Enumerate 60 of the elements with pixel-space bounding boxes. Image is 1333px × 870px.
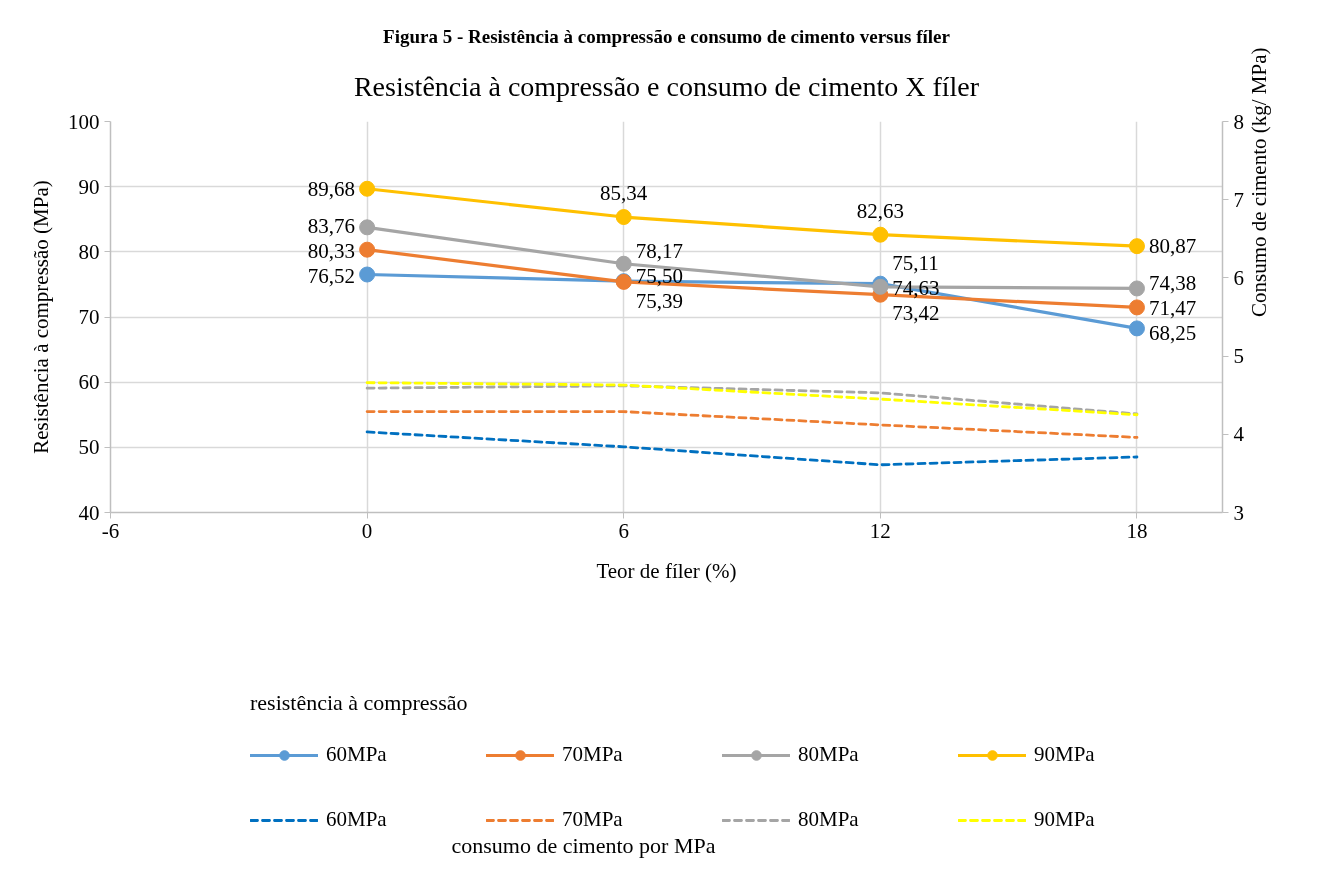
data-label: 76,52 <box>307 263 356 288</box>
data-label: 68,25 <box>1148 321 1197 346</box>
x-axis-title: Teor de fíler (%) <box>596 558 737 583</box>
point <box>1128 238 1145 255</box>
x-tick-label: 12 <box>869 518 891 543</box>
point <box>359 266 376 283</box>
y2-tick-label: 4 <box>1233 422 1245 447</box>
y-tick-label: 100 <box>68 109 100 134</box>
data-label: 73,42 <box>892 301 940 326</box>
data-label: 80,33 <box>307 238 356 263</box>
chart-title: Resistência à compressão e consumo de cimento X fíler <box>353 70 980 102</box>
point <box>615 255 632 272</box>
legend-label: 90MPa <box>1034 742 1096 767</box>
y-tick-label: 90 <box>78 174 100 199</box>
point <box>872 226 889 243</box>
legend-label: 60MPa <box>326 742 388 767</box>
y2-tick-label: 8 <box>1233 109 1244 134</box>
data-label: 83,76 <box>307 213 356 238</box>
legend-label: 70MPa <box>562 807 624 832</box>
y2-tick-label: 6 <box>1233 265 1244 290</box>
point <box>359 180 376 197</box>
legend-label: 70MPa <box>562 742 624 767</box>
y-tick-label: 40 <box>78 500 100 525</box>
y2-tick-label: 3 <box>1233 500 1244 525</box>
point <box>359 219 376 236</box>
x-tick-label: -6 <box>101 518 120 543</box>
data-label: 74,63 <box>892 276 940 301</box>
data-label: 80,87 <box>1148 234 1197 259</box>
y-tick-label: 80 <box>78 239 100 264</box>
legend-label: 90MPa <box>1034 807 1096 832</box>
legend-label: 80MPa <box>798 742 860 767</box>
legend-label: 60MPa <box>326 807 388 832</box>
y-tick-label: 70 <box>78 305 100 329</box>
text: consumo de cimento por MPa <box>451 833 716 858</box>
y2-tick-label: 7 <box>1233 187 1244 212</box>
text: Figura 5 - Resistência à compressão e consumo de cimento versus fíler <box>383 25 951 47</box>
y2-tick-label: 5 <box>1233 344 1244 369</box>
data-label: 74,38 <box>1148 271 1197 296</box>
y-axis-title: Resistência à compressão (MPa) <box>29 180 53 454</box>
y2-axis-title: Consumo de cimento (kg/ MPa) <box>1247 47 1271 317</box>
point <box>359 241 376 258</box>
data-label: 89,68 <box>307 176 356 201</box>
y-tick-label: 50 <box>78 435 100 460</box>
point <box>615 209 632 226</box>
data-label: 75,11 <box>892 251 939 276</box>
data-label: 85,34 <box>600 181 648 206</box>
y-tick-label: 60 <box>78 370 100 395</box>
x-tick-label: 0 <box>361 518 373 543</box>
point <box>1128 299 1145 316</box>
line-series <box>365 430 1139 467</box>
data-label: 75,39 <box>635 288 683 313</box>
point <box>1128 320 1145 337</box>
x-tick-label: 18 <box>1126 518 1148 543</box>
data-label: 82,63 <box>856 198 904 223</box>
point <box>1128 280 1145 297</box>
x-tick-label: 6 <box>618 518 629 543</box>
legend-label: 80MPa <box>798 807 860 832</box>
legend-title: resistência à compressão <box>250 690 469 716</box>
data-label: 71,47 <box>1148 296 1197 321</box>
data-label: 78,17 <box>635 238 683 263</box>
